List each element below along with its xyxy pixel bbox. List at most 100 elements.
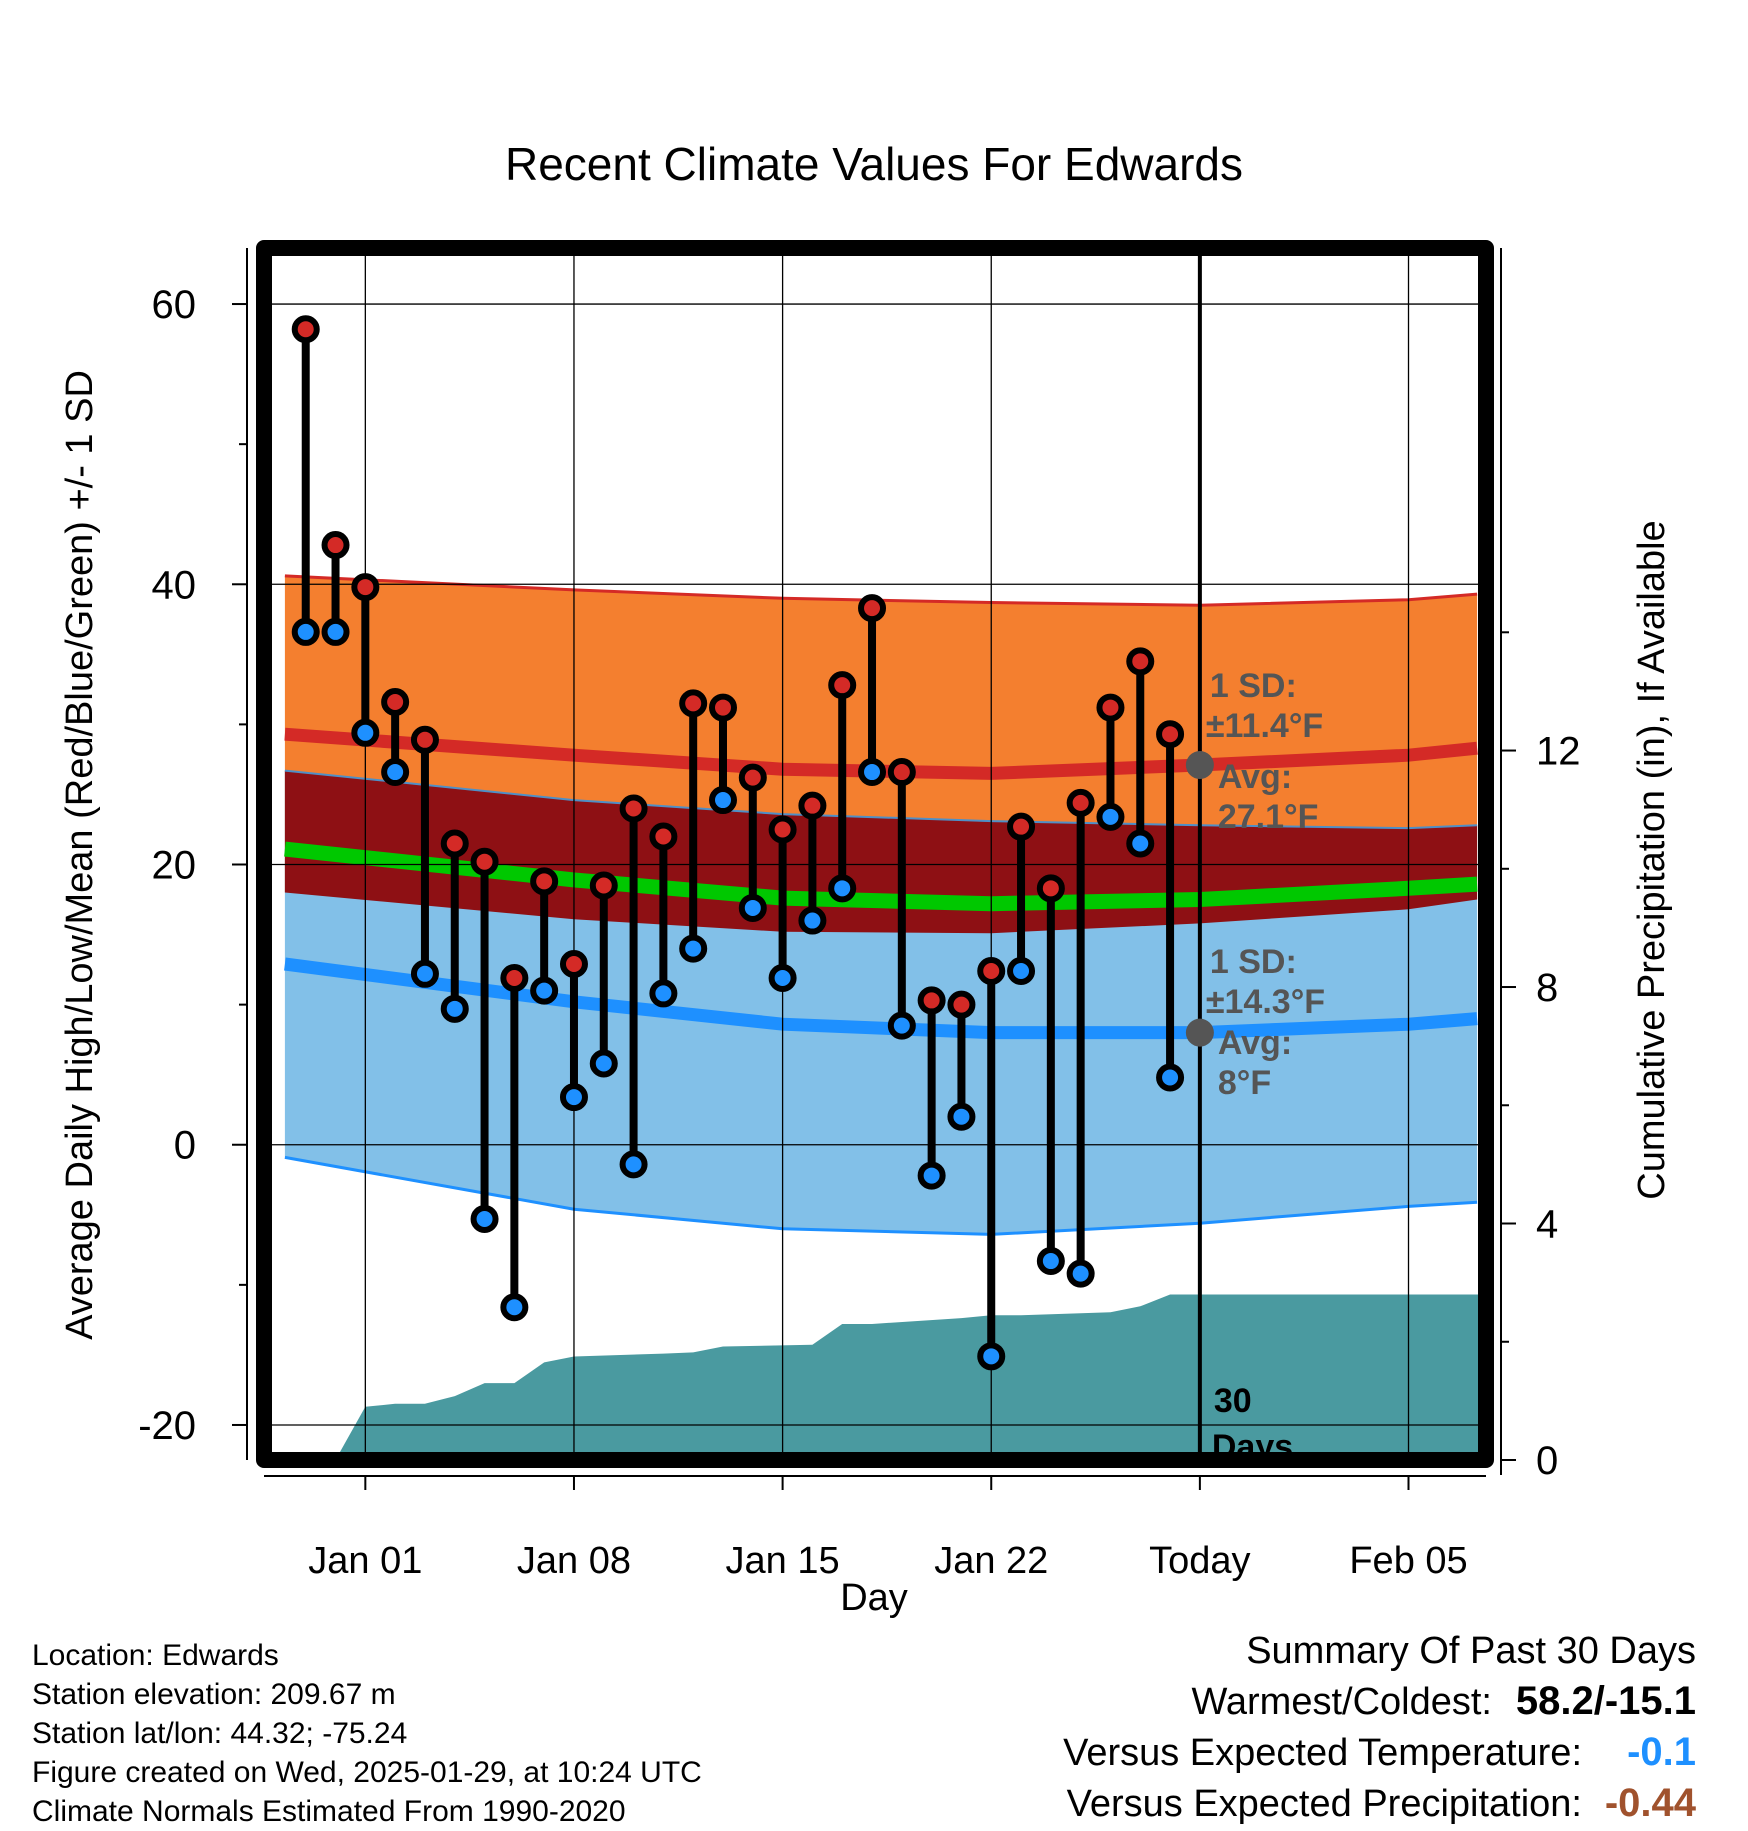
y-axis-label-right: Cumulative Precipitation (in), If Availa… [1631, 520, 1673, 1199]
daily-high-dot [321, 531, 350, 560]
daily-high-dot [1096, 693, 1125, 722]
gridlines [264, 248, 1486, 1460]
daily-high-dot [768, 815, 797, 844]
daily-low-dot [738, 893, 767, 922]
daily-high-dot [858, 594, 887, 623]
low-avg-value: 8°F [1218, 1064, 1271, 1102]
temp-versus-value: -0.1 [1627, 1730, 1696, 1774]
info-elevation: Station elevation: 209.67 m [32, 1678, 396, 1711]
daily-low-dot [619, 1150, 648, 1179]
left-tick-label: 0 [174, 1124, 196, 1168]
daily-low-dot [470, 1205, 499, 1234]
info-normals: Climate Normals Estimated From 1990-2020 [32, 1795, 626, 1828]
daily-high-dot [1036, 874, 1065, 903]
daily-high-dot [619, 794, 648, 823]
daily-low-dot [1096, 802, 1125, 831]
chart-title: Recent Climate Values For Edwards [505, 138, 1243, 190]
x-tick-label: Jan 22 [934, 1540, 1048, 1582]
daily-high-dot [917, 986, 946, 1015]
daily-low-dot [708, 786, 737, 815]
x-tick-label: Feb 05 [1349, 1540, 1467, 1582]
daily-high-dot [589, 871, 618, 900]
daily-low-dot [649, 979, 678, 1008]
daily-high-dot [649, 822, 678, 851]
daily-high-dot [738, 763, 767, 792]
daily-high-dot [381, 687, 410, 716]
left-tick-label: 20 [152, 844, 197, 888]
daily-high-dot [470, 847, 499, 876]
daily-low-dot [679, 934, 708, 963]
daily-high-dot [828, 671, 857, 700]
daily-high-dot [798, 791, 827, 820]
daily-low-dot [947, 1102, 976, 1131]
warmest-coldest-label: Warmest/Coldest: [1191, 1681, 1492, 1723]
low-sd-title: 1 SD: [1210, 943, 1297, 981]
info-latlon: Station lat/lon: 44.32; -75.24 [32, 1717, 408, 1750]
precip-versus-label: Versus Expected Precipitation: [1066, 1783, 1582, 1825]
daily-high-dot [291, 315, 320, 344]
high-avg-value: 27.1°F [1218, 798, 1319, 836]
daily-high-dot [351, 573, 380, 602]
right-tick-label: 8 [1536, 966, 1558, 1010]
daily-high-dot [708, 693, 737, 722]
info-location: Location: Edwards [32, 1639, 279, 1672]
daily-low-dot [589, 1049, 618, 1078]
daily-low-dot [291, 617, 320, 646]
x-tick-label: Jan 01 [308, 1540, 422, 1582]
daily-low-dot [768, 964, 797, 993]
left-tick-label: -20 [138, 1404, 196, 1448]
daily-low-dot [917, 1161, 946, 1190]
daily-high-dot [1066, 788, 1095, 817]
daily-low-dot [1007, 956, 1036, 985]
daily-low-dot [500, 1293, 529, 1322]
right-tick-label: 12 [1536, 730, 1581, 774]
x-tick-label: Jan 15 [726, 1540, 840, 1582]
x-tick-label: Jan 08 [517, 1540, 631, 1582]
daily-low-dot [1036, 1247, 1065, 1276]
daily-low-dot [798, 906, 827, 935]
precip-versus-value: -0.44 [1604, 1781, 1696, 1825]
daily-high-dot [1007, 812, 1036, 841]
summary-temp: Versus Expected Temperature: -0.1 [1063, 1727, 1696, 1778]
right-tick-label: 4 [1536, 1203, 1558, 1247]
daily-low-dot [351, 718, 380, 747]
high-sd-value: ±11.4°F [1206, 707, 1323, 745]
left-tick-label: 40 [152, 563, 197, 607]
plot-frame [256, 240, 1494, 1468]
temp-versus-label: Versus Expected Temperature: [1063, 1732, 1582, 1774]
daily-high-dot [440, 829, 469, 858]
climate-chart: Recent Climate Values For Edwards 30Days… [59, 138, 1673, 1619]
daily-low-dot [440, 994, 469, 1023]
y-axis-label-left: Average Daily High/Low/Mean (Red/Blue/Gr… [59, 370, 101, 1340]
daily-low-dot [1126, 829, 1155, 858]
daily-low-dot [321, 617, 350, 646]
low-avg-title: Avg: [1218, 1024, 1292, 1062]
daily-high-dot [530, 867, 559, 896]
x-tick-label: Today [1149, 1540, 1250, 1582]
daily-low-dot [381, 758, 410, 787]
info-created: Figure created on Wed, 2025-01-29, at 10… [32, 1756, 702, 1789]
daily-low-dot [410, 959, 439, 988]
daily-low-dot [530, 976, 559, 1005]
left-tick-label: 60 [152, 283, 197, 327]
high-avg-title: Avg: [1218, 758, 1292, 796]
normal-bands [284, 574, 1478, 1236]
daily-low-dot [977, 1342, 1006, 1371]
daily-high-dot [1126, 647, 1155, 676]
summary-panel: Summary Of Past 30 Days Warmest/Coldest:… [1063, 1626, 1696, 1829]
warmest-coldest-value: 58.2/-15.1 [1515, 1679, 1696, 1723]
low-sd-value: ±14.3°F [1206, 983, 1325, 1021]
daily-low-dot [1066, 1259, 1095, 1288]
daily-high-dot [500, 964, 529, 993]
summary-warmest-coldest: Warmest/Coldest: 58.2/-15.1 [1063, 1676, 1696, 1727]
daily-low-dot [1156, 1063, 1185, 1092]
summary-title: Summary Of Past 30 Days [1246, 1630, 1696, 1672]
station-info: Location: Edwards Station elevation: 209… [32, 1636, 702, 1831]
daily-low-dot [887, 1011, 916, 1040]
daily-high-dot [887, 758, 916, 787]
high-sd-title: 1 SD: [1210, 667, 1297, 705]
high-avg-marker [1185, 751, 1214, 780]
x-axis-label: Day [840, 1577, 908, 1619]
